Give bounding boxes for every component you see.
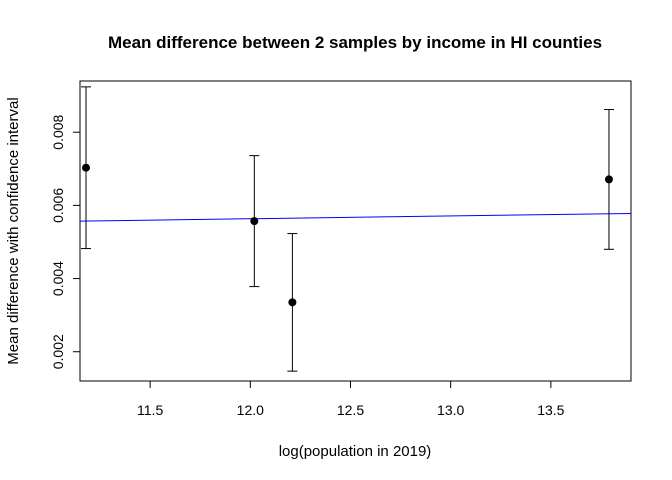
- y-axis-label: Mean difference with confidence interval: [5, 97, 22, 364]
- y-tick-label: 0.002: [50, 334, 66, 369]
- x-tick-label: 11.5: [137, 402, 163, 418]
- x-tick-label: 13.5: [537, 402, 564, 418]
- x-axis-label: log(population in 2019): [279, 443, 432, 460]
- y-tick-label: 0.006: [50, 188, 66, 223]
- x-tick-label: 12.5: [337, 402, 364, 418]
- x-tick-label: 13.0: [437, 402, 464, 418]
- trend-line-group: [79, 212, 632, 222]
- x-axis: 11.5 12.0 12.5 13.0 13.5: [137, 381, 565, 418]
- y-tick-label: 0.008: [50, 114, 66, 149]
- data-point: [288, 298, 297, 307]
- plot-frame: [79, 80, 632, 382]
- x-tick-label: 12.0: [237, 402, 264, 418]
- data-point: [250, 217, 259, 226]
- trend-line: [79, 212, 632, 222]
- data-point: [82, 163, 91, 172]
- data-points: [82, 163, 613, 307]
- data-point: [604, 175, 613, 184]
- error-bars: [81, 86, 614, 372]
- y-tick-label: 0.004: [50, 261, 66, 296]
- y-axis: 0.002 0.004 0.006 0.008: [50, 114, 80, 369]
- chart-title: Mean difference between 2 samples by inc…: [108, 33, 602, 52]
